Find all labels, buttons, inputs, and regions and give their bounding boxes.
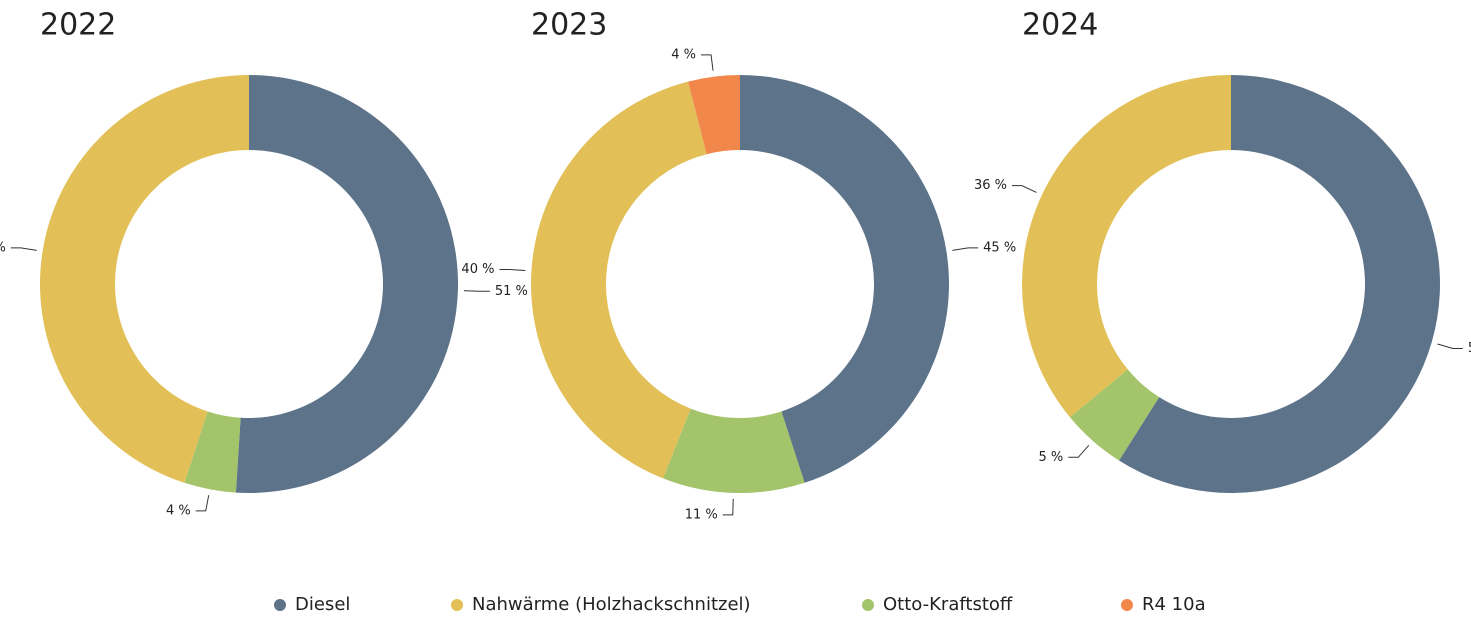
value-label: 40 % <box>461 262 494 277</box>
chart-title: 2022 <box>40 8 116 43</box>
leader-line <box>722 498 734 516</box>
donut-slice <box>1069 369 1160 461</box>
legend-label: Otto-Kraftstoff <box>883 594 1013 615</box>
leader-line <box>952 247 979 251</box>
donut-slice <box>688 75 740 155</box>
leader-line <box>499 268 526 271</box>
legend-marker <box>274 599 286 611</box>
value-label: 5 % <box>1038 450 1063 465</box>
value-label: 4 % <box>671 47 696 62</box>
chart-title: 2024 <box>1022 8 1098 43</box>
legend-label: Nahwärme (Holzhackschnitzel) <box>472 594 751 615</box>
legend-label: Diesel <box>295 594 350 615</box>
legend-marker <box>451 599 463 611</box>
leader-line <box>1068 444 1090 458</box>
value-label: 4 % <box>166 503 191 518</box>
leader-line <box>195 495 210 512</box>
leader-line <box>1437 343 1463 349</box>
donut-slice <box>531 81 707 479</box>
value-label: 51 % <box>495 284 528 299</box>
legend-marker <box>862 599 874 611</box>
donut-slice <box>1119 75 1440 493</box>
leader-line <box>701 54 714 71</box>
value-label: 45 % <box>0 240 6 255</box>
donut-slice <box>184 411 241 493</box>
chart-title: 2023 <box>531 8 607 43</box>
donut-slice <box>663 408 805 493</box>
donut-slice <box>740 75 949 483</box>
value-label: 45 % <box>983 240 1016 255</box>
donut-slice <box>40 75 250 483</box>
legend-marker <box>1121 599 1133 611</box>
value-label: 59 % <box>1468 341 1471 356</box>
value-label: 11 % <box>685 507 718 522</box>
leader-line <box>463 290 490 292</box>
donut-slice <box>1021 75 1231 418</box>
donut-slice <box>235 74 459 494</box>
leader-line <box>10 247 37 251</box>
value-label: 36 % <box>974 178 1007 193</box>
legend-label: R4 10a <box>1142 594 1206 615</box>
leader-line <box>1011 185 1037 193</box>
